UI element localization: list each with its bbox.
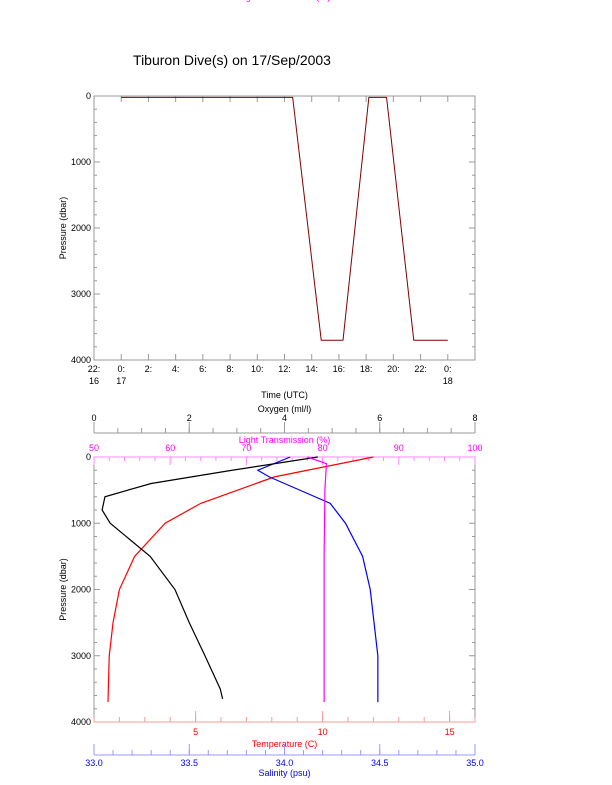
x-tick-label: 18: [360,364,373,374]
profile-oxygen [101,456,318,699]
tick-label: 80 [318,443,328,453]
x-tick-label: 8: [226,364,234,374]
x-tick-label: 17 [116,376,126,386]
x-tick-label: 22: [414,364,427,374]
y-axis-label: Pressure (dbar) [58,197,68,260]
y-axis-label: Pressure (dbar) [58,558,68,621]
x-tick-label: 12: [278,364,291,374]
x-tick-label: 18 [443,376,453,386]
x-tick-label: 0: [117,364,125,374]
profile-temperature [107,456,374,703]
x-tick-label: 2: [145,364,153,374]
axis-title: Light Transmission (%) [239,0,331,2]
tick-label: 35.0 [466,758,484,768]
y-tick-label: 3000 [71,651,91,661]
y-tick-label: 1000 [71,518,91,528]
tick-label: 6 [377,413,382,423]
profile-light-transmission [307,456,328,703]
y-tick-label: 4000 [71,717,91,727]
axis-title: Salinity (psu) [258,768,310,778]
x-tick-label: 6: [199,364,207,374]
tick-label: 33.5 [180,758,198,768]
series-line [121,96,448,341]
plot-frame [93,456,476,723]
tick-label: 5 [193,727,198,737]
axis-title: Light Transmission (%) [239,435,331,445]
tick-label: 60 [165,443,175,453]
plot-frame [93,95,476,361]
x-tick-label: 22: [88,364,101,374]
x-tick-label: 4: [172,364,180,374]
tick-label: 33.0 [85,758,103,768]
tick-label: 8 [472,413,477,423]
tick-label: 70 [241,443,251,453]
tick-label: 10 [318,727,328,737]
y-tick-label: 0 [86,452,91,462]
x-axis-label: Time (UTC) [261,390,308,400]
tick-label: 90 [394,443,404,453]
axis-title: Oxygen (ml/l) [258,404,312,414]
chart-title: Tiburon Dive(s) on 17/Sep/2003 [133,52,331,68]
tick-label: 34.0 [276,758,294,768]
y-tick-label: 1000 [71,157,91,167]
x-tick-label: 16 [89,376,99,386]
tick-label: 0 [91,413,96,423]
tick-label: 4 [282,413,287,423]
x-tick-label: 16: [333,364,346,374]
x-tick-label: 20: [387,364,400,374]
tick-label: 100 [467,443,482,453]
x-tick-label: 10: [251,364,264,374]
x-tick-label: 0: [444,364,452,374]
x-tick-label: 14: [305,364,318,374]
y-tick-label: 0 [86,91,91,101]
tick-label: 2 [187,413,192,423]
y-tick-label: 2000 [71,585,91,595]
y-tick-label: 4000 [71,355,91,365]
tick-label: 15 [445,727,455,737]
tick-label: 50 [89,443,99,453]
y-tick-label: 3000 [71,289,91,299]
tick-label: 34.5 [371,758,389,768]
y-tick-label: 2000 [71,223,91,233]
profile-salinity [256,456,379,703]
